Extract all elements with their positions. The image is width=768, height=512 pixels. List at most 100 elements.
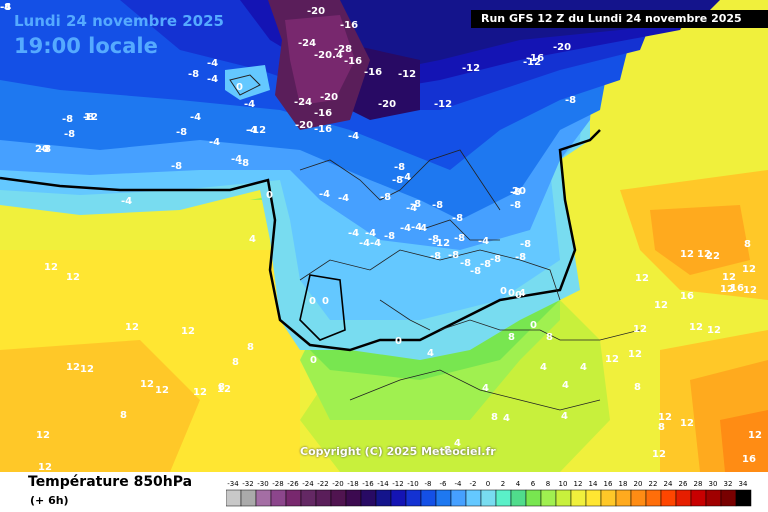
scale-swatch <box>555 489 572 507</box>
isotherm-label: 12 <box>155 385 169 396</box>
scale-swatch <box>630 489 647 507</box>
isotherm-label: -4 <box>207 58 218 69</box>
isotherm-label: -16 <box>314 124 332 135</box>
scale-tick-label: -12 <box>392 480 403 488</box>
isotherm-label: -4 <box>207 74 218 85</box>
isotherm-label: -8 <box>83 112 94 123</box>
scale-tick-label: 22 <box>649 480 658 488</box>
isotherm-label: -28 <box>334 44 352 55</box>
isotherm-label: -4 <box>0 2 11 13</box>
scale-tick-label: 18 <box>619 480 628 488</box>
isotherm-label: -20.4 <box>314 50 343 61</box>
isotherm-label: -20 <box>307 6 325 17</box>
isotherm-label: 4 <box>503 413 510 424</box>
isotherm-label: -4 <box>348 228 359 239</box>
scale-tick-label: -14 <box>377 480 389 488</box>
scale-swatch <box>270 489 287 507</box>
isotherm-label: 8 <box>508 332 515 343</box>
isotherm-label: -4 <box>411 222 422 233</box>
isotherm-label: 8 <box>634 382 641 393</box>
isotherm-label: -4 <box>209 137 220 148</box>
scale-tick-label: 6 <box>531 480 536 488</box>
isotherm-label: -4 <box>359 238 370 249</box>
isotherm-label: 0 <box>500 286 507 297</box>
isotherm-label: 12 <box>125 322 139 333</box>
isotherm-label: 8 <box>491 412 498 423</box>
scale-tick-label: 4 <box>516 480 521 488</box>
scale-swatch <box>705 489 722 507</box>
isotherm-label: -8 <box>490 254 501 265</box>
isotherm-label: -8 <box>384 231 395 242</box>
scale-swatch <box>615 489 632 507</box>
isotherm-label: -24 <box>294 97 312 108</box>
scale-tick-label: -4 <box>455 480 463 488</box>
scale-tick-label: -6 <box>440 480 448 488</box>
isotherm-label: -8 <box>460 258 471 269</box>
isotherm-label: -20 <box>295 120 313 131</box>
isotherm-label: -4 <box>338 193 349 204</box>
isotherm-label: 4 <box>580 362 587 373</box>
isotherm-label: -4 <box>0 2 11 13</box>
scale-swatch <box>495 489 512 507</box>
isotherm-label: 4 <box>427 348 434 359</box>
isotherm-label: 0 <box>322 296 329 307</box>
isotherm-label: 12 <box>680 249 694 260</box>
isotherm-label: -8 <box>430 251 441 262</box>
isotherm-label: -4 <box>400 172 411 183</box>
scale-swatch <box>360 489 377 507</box>
isotherm-label: -12 <box>523 57 541 68</box>
isotherm-label: -12 <box>434 99 452 110</box>
isotherm-label: -8 <box>510 200 521 211</box>
isotherm-label: -8 <box>410 199 421 210</box>
scale-tick-label: -16 <box>362 480 374 488</box>
isotherm-label: -8 <box>171 161 182 172</box>
forecast-date: Lundi 24 novembre 2025 <box>14 12 224 30</box>
isotherm-label: 16 <box>730 283 744 294</box>
isotherm-label: 8 <box>546 332 553 343</box>
isotherm-label: 12 <box>66 362 80 373</box>
isotherm-label: 0 <box>310 355 317 366</box>
isotherm-label: -8 <box>62 114 73 125</box>
isotherm-label: -12 <box>462 63 480 74</box>
scale-swatch <box>465 489 482 507</box>
scale-swatch <box>720 489 737 507</box>
isotherm-label: 8 <box>744 239 751 250</box>
scale-swatch <box>690 489 707 507</box>
isotherm-label: 8 <box>218 382 225 393</box>
isotherm-label: 12 <box>680 418 694 429</box>
isotherm-label: 12 <box>217 384 231 395</box>
scale-tick-label: 12 <box>574 480 583 488</box>
isotherm-label: -12 <box>398 69 416 80</box>
forecast-time: 19:00 locale <box>14 34 158 58</box>
scale-swatch <box>390 489 407 507</box>
isotherm-label: 4 <box>454 438 461 449</box>
isotherm-label: -12 <box>248 125 266 136</box>
isotherm-label: -16 <box>340 20 358 31</box>
scale-swatch <box>570 489 587 507</box>
scale-tick-label: 26 <box>679 480 688 488</box>
scale-tick-label: -26 <box>287 480 299 488</box>
isotherm-label: -4 <box>406 203 417 214</box>
scale-tick-label: -8 <box>425 480 432 488</box>
isotherm-labels: -20-16-24-28-20.4-16-12-12-12-16-20-16-8… <box>0 2 762 472</box>
isotherm-label: 0.4 <box>508 288 526 299</box>
isotherm-label: 4 <box>249 234 256 245</box>
scale-tick-label: 34 <box>739 480 748 488</box>
isotherm-label: 12 <box>748 430 762 441</box>
isotherm-label: 0 <box>309 296 316 307</box>
isotherm-label: 16 <box>742 454 756 465</box>
isotherm-label: 12 <box>80 364 94 375</box>
scale-tick-label: 24 <box>664 480 673 488</box>
isotherm-label: -4 <box>121 196 132 207</box>
isotherm-label: -4 <box>416 223 427 234</box>
isotherm-label: 12 <box>633 324 647 335</box>
isotherm-label: -4 <box>370 238 381 249</box>
isotherm-label: -8 <box>432 200 443 211</box>
isotherm-label: -4 <box>190 112 201 123</box>
isotherm-label: 12 <box>743 285 757 296</box>
scale-swatch <box>540 489 557 507</box>
isotherm-label: 12 <box>605 354 619 365</box>
isotherm-label: -16 <box>344 56 362 67</box>
scale-swatch <box>375 489 392 507</box>
isotherm-label: -16 <box>314 108 332 119</box>
